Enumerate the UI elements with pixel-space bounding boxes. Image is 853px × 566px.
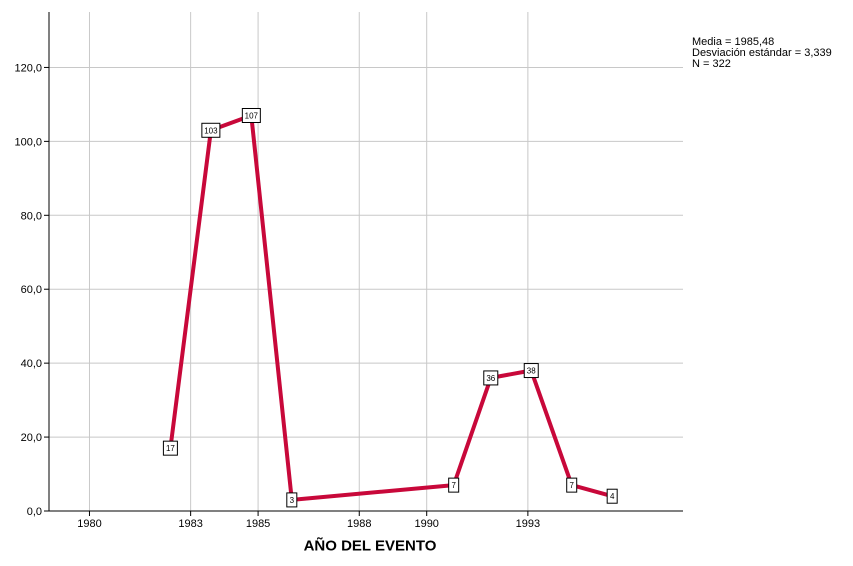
x-tick-label: 1983 bbox=[178, 518, 202, 530]
y-tick-label: 120,0 bbox=[14, 62, 42, 74]
data-label: 17 bbox=[166, 444, 175, 453]
data-label-box bbox=[448, 477, 460, 493]
x-tick-label: 1988 bbox=[347, 518, 371, 530]
data-label-box bbox=[606, 488, 618, 504]
y-tick-label: 80,0 bbox=[21, 210, 42, 222]
stat-std-dev: Desviación estándar = 3,339 bbox=[692, 47, 832, 59]
y-tick-label: 100,0 bbox=[14, 136, 42, 148]
data-label-box bbox=[483, 370, 499, 386]
data-label: 36 bbox=[486, 374, 495, 383]
data-label: 7 bbox=[451, 481, 456, 490]
x-axis-title: AÑO DEL EVENTO bbox=[303, 537, 437, 555]
statistics-box: Media = 1985,48 Desviación estándar = 3,3… bbox=[692, 37, 832, 70]
stat-mean: Media = 1985,48 bbox=[692, 36, 775, 48]
data-label: 103 bbox=[204, 126, 218, 135]
stat-n: N = 322 bbox=[692, 58, 731, 70]
x-tick-label: 1993 bbox=[516, 518, 540, 530]
y-tick-label: 60,0 bbox=[21, 284, 42, 296]
y-tick-label: 20,0 bbox=[21, 432, 42, 444]
y-tick-label: 40,0 bbox=[21, 358, 42, 370]
data-label-box bbox=[201, 122, 221, 138]
data-label: 7 bbox=[569, 481, 574, 490]
data-label: 4 bbox=[610, 492, 615, 501]
y-tick-label: 0,0 bbox=[27, 506, 42, 518]
x-tick-label: 1985 bbox=[246, 518, 270, 530]
data-label-box bbox=[566, 477, 578, 493]
series-line bbox=[168, 113, 615, 502]
data-label: 3 bbox=[290, 496, 295, 505]
data-label: 38 bbox=[527, 367, 536, 376]
data-label: 107 bbox=[245, 111, 259, 120]
data-label-box bbox=[523, 363, 539, 379]
data-label-box bbox=[286, 492, 298, 508]
x-tick-label: 1980 bbox=[77, 518, 101, 530]
x-tick-label: 1990 bbox=[414, 518, 438, 530]
data-label-box bbox=[162, 440, 178, 456]
data-label-box bbox=[241, 107, 261, 123]
